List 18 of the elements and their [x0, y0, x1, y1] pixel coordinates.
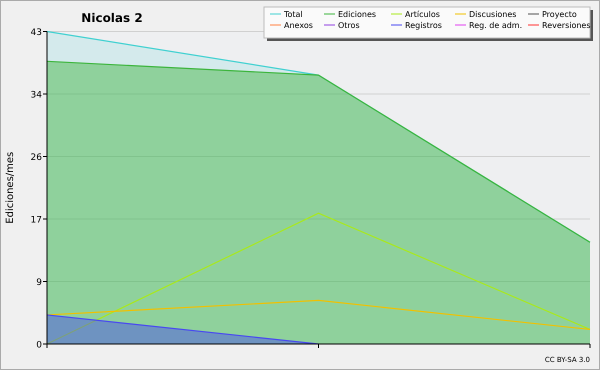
legend-label: Total: [283, 10, 303, 19]
legend-label: Artículos: [405, 10, 440, 19]
y-tick-label: 17: [30, 216, 42, 226]
y-tick-label: 43: [30, 28, 42, 38]
y-tick-label: 26: [30, 153, 42, 163]
y-tick-label: 9: [36, 278, 42, 288]
legend-label: Ediciones: [338, 10, 376, 19]
legend-label: Registros: [405, 21, 442, 30]
y-tick-label: 0: [36, 340, 42, 350]
y-tick-label: 34: [30, 90, 42, 100]
chart-title: Nicolas 2: [81, 11, 143, 25]
y-axis-title: Ediciones/mes: [5, 152, 16, 224]
legend-label: Anexos: [284, 21, 313, 30]
legend-label: Reg. de adm.: [469, 21, 522, 30]
legend-label: Discusiones: [469, 10, 516, 19]
legend-label: Otros: [338, 21, 360, 30]
legend-label: Proyecto: [542, 10, 577, 19]
legend-label: Reversiones: [542, 21, 591, 30]
